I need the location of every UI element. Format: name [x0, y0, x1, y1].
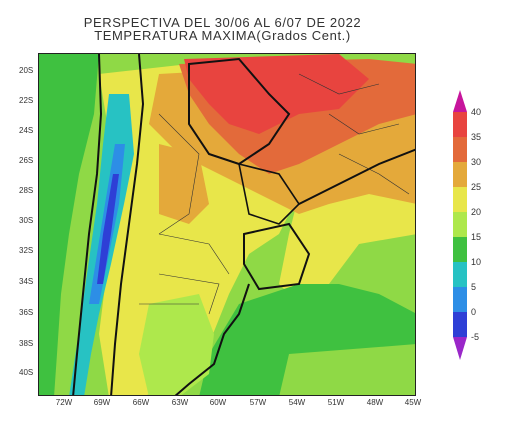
colorbar-label: 25 — [471, 182, 482, 192]
lat-label: 26S — [19, 156, 34, 165]
colorbar-label: 20 — [471, 207, 482, 217]
land-very-hot-region — [184, 54, 369, 134]
colorbar-segment — [453, 137, 467, 162]
colorbar-segment — [453, 212, 467, 237]
chile-coastline — [72, 54, 103, 395]
lon-label: 51W — [327, 398, 345, 407]
lon-label: 60W — [209, 398, 227, 407]
lat-label: 28S — [19, 186, 34, 195]
lon-label: 63W — [171, 398, 189, 407]
colorbar-label: 35 — [471, 132, 482, 142]
lat-label: 34S — [19, 277, 34, 286]
colorbar-label: -5 — [471, 332, 480, 342]
colorbar-label: 0 — [471, 307, 477, 317]
colorbar-segment — [453, 312, 467, 337]
lon-label: 45W — [404, 398, 422, 407]
land-warm-patch — [159, 144, 209, 224]
lon-label: 72W — [55, 398, 73, 407]
patagonia-cool-region — [139, 294, 214, 395]
colorbar-bottom-arrow — [453, 337, 467, 360]
colorbar-label: 5 — [471, 282, 477, 292]
map-svg — [39, 54, 415, 395]
uruguay-border — [243, 222, 311, 291]
andes-border — [110, 54, 145, 395]
colorbar-label: 40 — [471, 107, 482, 117]
lon-label: 69W — [93, 398, 111, 407]
paraguay-border — [188, 57, 291, 166]
colorbar-segment — [453, 237, 467, 262]
colorbar-segment — [453, 187, 467, 212]
colorbar-segment — [453, 162, 467, 187]
colorbar-segment — [453, 262, 467, 287]
lat-label: 24S — [19, 126, 34, 135]
atlantic-cool-patch — [279, 344, 415, 395]
lat-label: 20S — [19, 66, 34, 75]
colorbar-top-arrow — [453, 90, 467, 112]
temperature-colorbar — [453, 90, 467, 360]
lat-label: 22S — [19, 96, 34, 105]
atlantic-coastline — [174, 283, 250, 395]
temperature-map — [38, 53, 416, 396]
pacific-region — [39, 54, 99, 395]
andes-coldest-region — [97, 174, 119, 284]
colorbar-label: 15 — [471, 232, 482, 242]
colorbar-segment — [453, 287, 467, 312]
colorbar-label: 10 — [471, 257, 482, 267]
brazil-coastline — [298, 148, 415, 205]
lat-label: 36S — [19, 308, 34, 317]
lat-label: 30S — [19, 216, 34, 225]
lat-label: 32S — [19, 246, 34, 255]
map-title-line-1: PERSPECTIVA DEL 30/06 AL 6/07 DE 2022 — [83, 15, 362, 30]
lat-label: 38S — [19, 339, 34, 348]
colorbar-segment — [453, 112, 467, 137]
lon-label: 48W — [366, 398, 384, 407]
province-borders — [139, 73, 410, 315]
northeast-argentina-border — [237, 162, 301, 225]
lat-label: 40S — [19, 368, 34, 377]
lon-label: 54W — [288, 398, 306, 407]
colorbar-label: 30 — [471, 157, 482, 167]
map-title-line-2: TEMPERATURA MAXIMA(Grados Cent.) — [94, 28, 351, 43]
lon-label: 66W — [132, 398, 150, 407]
lon-label: 57W — [249, 398, 267, 407]
